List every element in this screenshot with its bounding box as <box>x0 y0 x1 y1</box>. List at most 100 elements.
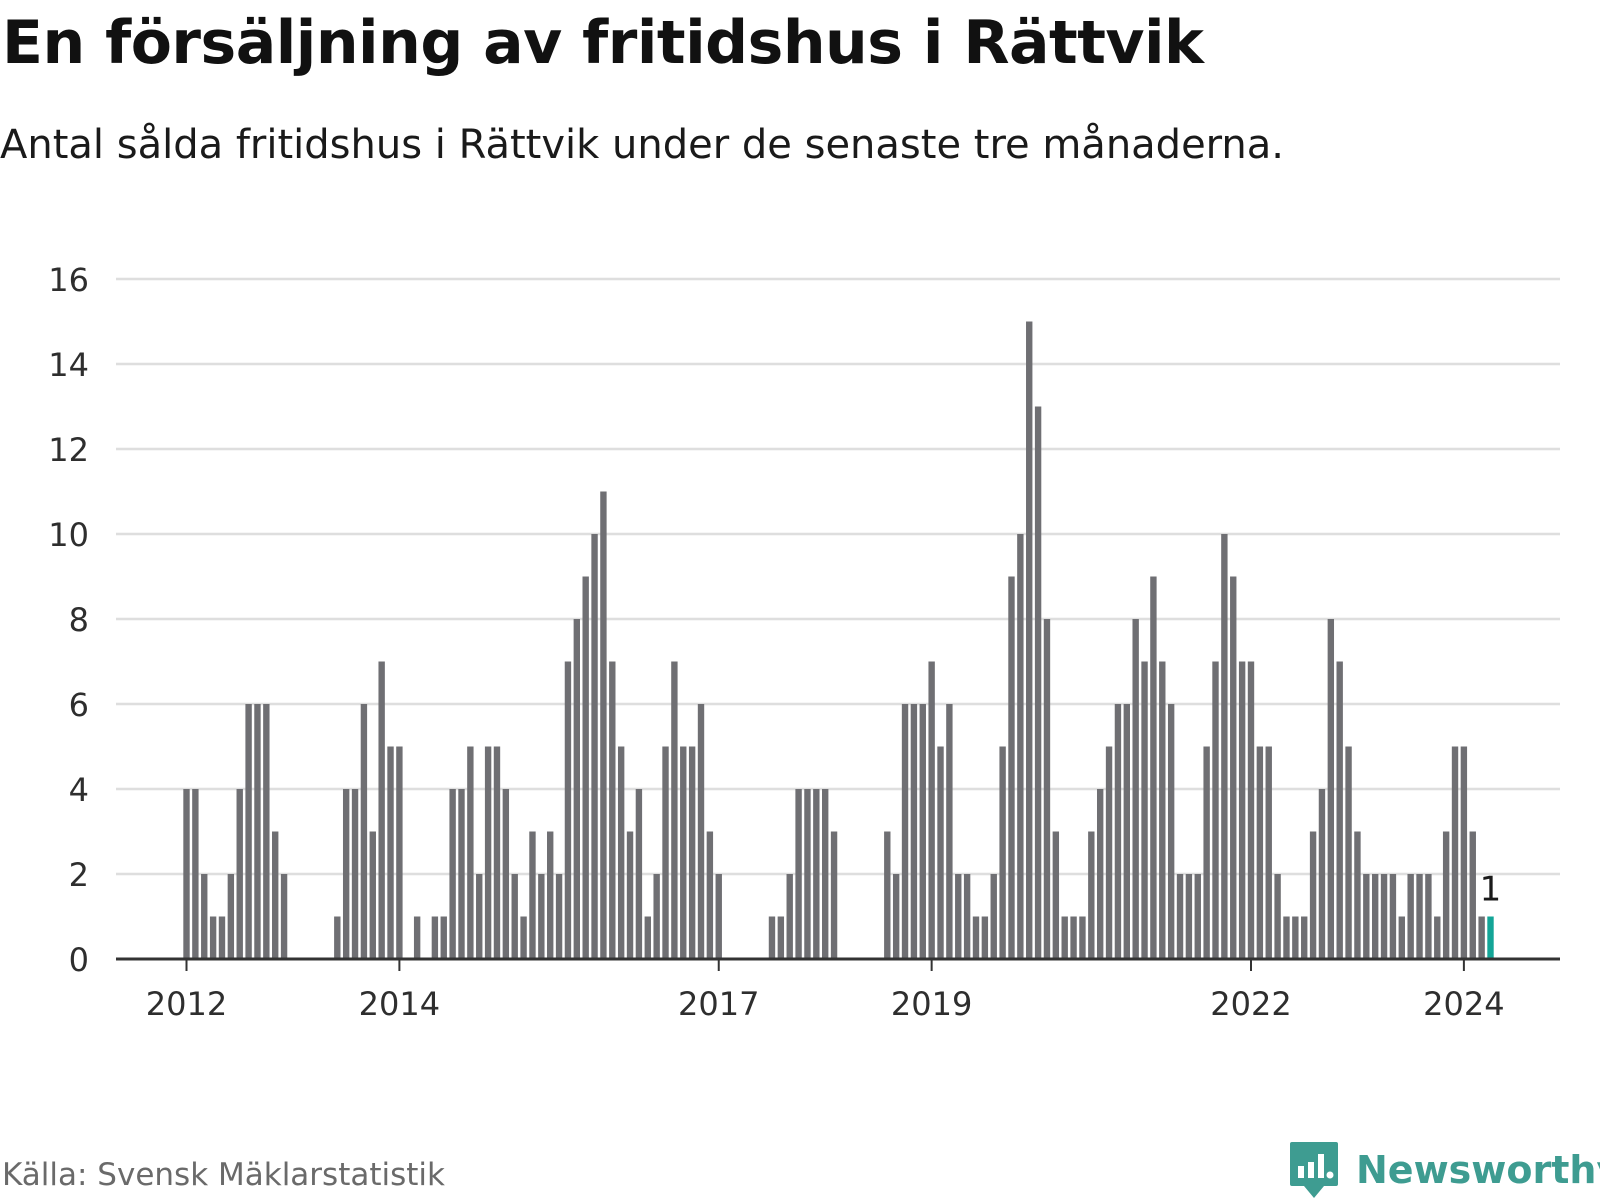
bar <box>884 831 891 959</box>
bar <box>635 789 643 959</box>
bar <box>1132 619 1139 959</box>
brand-logo: Newsworthy <box>1288 1140 1600 1200</box>
bar-latest <box>1487 916 1494 959</box>
bar <box>218 916 226 959</box>
bar <box>1105 746 1113 959</box>
bar <box>280 874 288 959</box>
bar <box>671 661 678 959</box>
x-tick-label: 2012 <box>146 985 227 1023</box>
bar <box>431 916 439 959</box>
bar <box>981 916 989 959</box>
bar <box>396 746 403 959</box>
bar <box>910 704 918 959</box>
bar <box>369 831 376 959</box>
bar <box>1345 746 1352 959</box>
bar <box>1096 789 1104 959</box>
bar <box>555 874 563 959</box>
bar <box>227 874 235 959</box>
bar <box>1088 831 1095 959</box>
bar <box>680 746 687 959</box>
bar <box>892 874 900 959</box>
bar <box>342 789 350 959</box>
x-axis-ticks: 2012 2014 2017 2019 2022 2024 <box>146 959 1505 1023</box>
bar <box>538 874 545 959</box>
bar <box>715 874 722 959</box>
bar <box>1460 746 1468 959</box>
bar <box>413 916 421 959</box>
bar <box>520 916 527 959</box>
bar <box>1301 916 1308 959</box>
bar <box>1451 746 1459 959</box>
bar <box>1150 576 1157 959</box>
bar <box>955 874 962 959</box>
bar <box>1478 916 1485 959</box>
bar <box>1416 874 1423 959</box>
bar <box>1221 534 1228 959</box>
bar <box>1469 831 1476 959</box>
bar <box>493 746 501 959</box>
bar <box>1034 406 1042 959</box>
y-tick-label: 8 <box>69 601 89 639</box>
bar <box>484 746 492 959</box>
bars <box>183 321 1494 959</box>
bar <box>697 704 705 959</box>
bar <box>1434 916 1441 959</box>
y-axis-ticks: 0 2 4 6 8 10 12 14 16 <box>48 261 89 979</box>
bar <box>1336 661 1343 959</box>
bar <box>254 704 261 959</box>
bar <box>1052 831 1060 959</box>
bar <box>804 789 811 959</box>
bar <box>1114 704 1122 959</box>
bar <box>1407 874 1414 959</box>
bar <box>653 874 660 959</box>
bar-chart-speech-bubble-icon <box>1290 1142 1338 1198</box>
bar <box>946 704 953 959</box>
bar <box>1371 874 1379 959</box>
bar <box>644 916 651 959</box>
bar <box>1026 321 1033 959</box>
bar <box>209 916 217 959</box>
bar <box>1203 746 1210 959</box>
bar <box>449 789 456 959</box>
bar <box>245 704 252 959</box>
bar <box>1363 874 1370 959</box>
bar <box>901 704 909 959</box>
bar <box>1061 916 1068 959</box>
bar <box>990 874 997 959</box>
bar <box>1123 704 1130 959</box>
bar <box>768 916 776 959</box>
brand-name: Newsworthy <box>1356 1148 1600 1192</box>
bar <box>919 704 926 959</box>
bar <box>1070 916 1077 959</box>
bar <box>183 789 190 959</box>
bar <box>378 661 385 959</box>
x-tick-label: 2024 <box>1423 985 1504 1023</box>
bar <box>937 746 944 959</box>
bar <box>458 789 465 959</box>
bar <box>1176 874 1184 959</box>
y-tick-label: 4 <box>69 771 89 809</box>
data-labels: 1 <box>1480 870 1502 910</box>
bar <box>1398 916 1405 959</box>
bar <box>272 831 279 959</box>
bar <box>662 746 669 959</box>
chart-subtitle: Antal sålda fritidshus i Rättvik under d… <box>0 122 1285 168</box>
bar <box>617 746 625 959</box>
bar <box>706 831 714 959</box>
bar <box>1309 831 1317 959</box>
bar <box>582 576 589 959</box>
bar <box>1265 746 1272 959</box>
source-note: Källa: Svensk Mäklarstatistik <box>2 1157 445 1193</box>
bar <box>1318 789 1326 959</box>
bar <box>387 746 394 959</box>
bar <box>502 789 510 959</box>
bar <box>1185 874 1193 959</box>
y-tick-label: 14 <box>48 346 89 384</box>
latest-value-label: 1 <box>1480 870 1502 910</box>
bar <box>626 831 634 959</box>
bar <box>1354 831 1361 959</box>
bar <box>1043 619 1051 959</box>
bar <box>1256 746 1264 959</box>
bar <box>334 916 341 959</box>
